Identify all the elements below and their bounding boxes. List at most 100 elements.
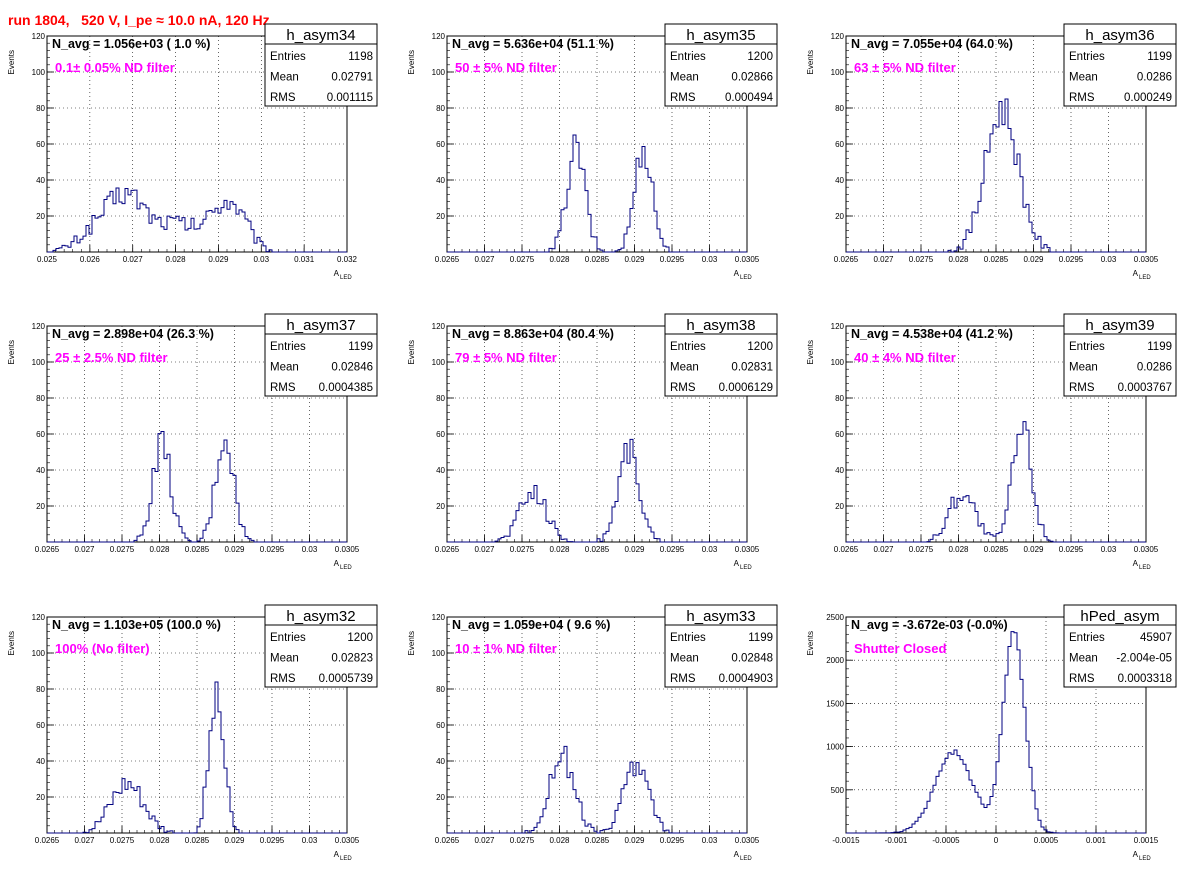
x-tick-label: 0.028 [948, 545, 969, 554]
x-tick-label: 0.0275 [110, 836, 135, 845]
histogram-panel-h_asym36: 20 40 60 80 100 120 0.0265 0.027 0.0275 0.028 0.02… [806, 23, 1177, 281]
stats-label-mean: Mean [270, 362, 299, 374]
histogram-panel-hPed_asym: 500 1000 1500 2000 2500 -0.0015 -0.001 -0.0005 0… [806, 604, 1177, 862]
stats-label-mean: Mean [1069, 362, 1098, 374]
x-tick-label: 0.029 [1023, 545, 1044, 554]
x-tick-label: 0.027 [74, 545, 95, 554]
y-axis-title: Events [806, 340, 815, 364]
x-tick-label: 0.0275 [510, 545, 535, 554]
x-tick-label: 0.027 [474, 545, 495, 554]
stats-box [264, 23, 378, 107]
x-tick-label: 0.0285 [585, 545, 610, 554]
x-tick-label: 0.028 [549, 255, 570, 264]
filter-label: 0.1± 0.05% ND filter [55, 60, 175, 75]
x-tick-label: 0.0295 [1059, 545, 1084, 554]
y-axis-title: Events [7, 631, 16, 655]
filter-label: 10 ± 1% ND filter [455, 641, 557, 656]
histogram-line [447, 134, 747, 253]
stats-label-entries: Entries [670, 632, 706, 644]
stats-label-mean: Mean [670, 362, 699, 374]
stats-value-mean: -2.004e-05 [1116, 653, 1172, 665]
stats-value-rms: 0.0004385 [319, 382, 373, 394]
y-tick-label: 120 [32, 32, 46, 41]
y-tick-label: 80 [36, 394, 45, 403]
y-tick-label: 60 [36, 430, 45, 439]
stats-label-rms: RMS [1069, 673, 1095, 685]
stats-label-entries: Entries [1069, 632, 1105, 644]
y-axis-title: Events [7, 50, 16, 74]
histogram-panel-h_asym33: 20 40 60 80 100 120 0.0265 0.027 0.0275 0.028 0.02… [407, 604, 778, 862]
x-tick-label: 0.031 [294, 255, 315, 264]
histogram-line [846, 631, 1146, 834]
stats-value-entries: 1199 [348, 341, 373, 353]
x-axis-subscript: LED [740, 565, 752, 571]
stats-box [264, 313, 378, 397]
y-tick-label: 40 [835, 176, 844, 185]
y-tick-label: 100 [831, 68, 845, 77]
x-tick-label: 0.0305 [735, 545, 760, 554]
x-tick-label: 0.03 [302, 545, 318, 554]
y-tick-label: 120 [831, 32, 845, 41]
stats-value-entries: 45907 [1140, 632, 1172, 644]
x-tick-label: 0.0275 [909, 255, 934, 264]
x-axis-subscript: LED [340, 565, 352, 571]
y-tick-label: 120 [432, 613, 446, 622]
x-axis-subscript: LED [340, 275, 352, 281]
x-tick-label: 0.0295 [1059, 255, 1084, 264]
y-tick-label: 80 [36, 685, 45, 694]
filter-label: 100% (No filter) [55, 641, 150, 656]
y-tick-label: 100 [432, 358, 446, 367]
x-axis-subscript: LED [740, 856, 752, 862]
histogram-panel-h_asym38: 20 40 60 80 100 120 0.0265 0.027 0.0275 0.028 0.02… [407, 313, 778, 571]
y-tick-label: 40 [835, 466, 844, 475]
x-tick-label: 0.0295 [660, 255, 685, 264]
y-tick-label: 80 [436, 685, 445, 694]
navg-label: N_avg = 1.056e+03 ( 1.0 %) [52, 37, 210, 51]
y-tick-label: 500 [831, 786, 845, 795]
x-tick-label: 0.029 [624, 836, 645, 845]
stats-value-entries: 1199 [1147, 341, 1172, 353]
stats-box [664, 23, 778, 107]
x-tick-label: 0.0285 [585, 255, 610, 264]
x-tick-label: 0.03 [1101, 545, 1117, 554]
y-tick-label: 20 [436, 212, 445, 221]
x-tick-label: 0.0265 [35, 836, 60, 845]
x-tick-label: 0.0295 [660, 545, 685, 554]
y-tick-label: 20 [36, 793, 45, 802]
y-axis-title: Events [7, 340, 16, 364]
navg-label: N_avg = 4.538e+04 (41.2 %) [851, 327, 1013, 341]
y-tick-label: 100 [432, 68, 446, 77]
x-tick-label: 0.027 [873, 545, 894, 554]
stats-label-mean: Mean [670, 653, 699, 665]
stats-title: hPed_asym [1080, 608, 1159, 625]
x-tick-label: 0.025 [37, 255, 58, 264]
x-tick-label: 0.0285 [185, 836, 210, 845]
y-tick-label: 20 [835, 212, 844, 221]
x-tick-label: 0.03 [302, 836, 318, 845]
stats-value-rms: 0.0003318 [1118, 673, 1172, 685]
y-tick-label: 2000 [826, 656, 844, 665]
stats-label-entries: Entries [270, 51, 306, 63]
filter-label: 40 ± 4% ND filter [854, 350, 956, 365]
x-tick-label: 0.027 [474, 255, 495, 264]
stats-value-entries: 1198 [348, 51, 373, 63]
stats-value-mean: 0.02846 [331, 362, 373, 374]
navg-label: N_avg = 8.863e+04 (80.4 %) [452, 327, 614, 341]
x-tick-label: 0.0015 [1134, 836, 1159, 845]
x-tick-label: 0.0295 [260, 836, 285, 845]
y-tick-label: 60 [436, 430, 445, 439]
histogram-line [447, 745, 747, 834]
x-tick-label: -0.001 [885, 836, 908, 845]
y-tick-label: 80 [436, 394, 445, 403]
stats-value-rms: 0.000494 [725, 92, 774, 104]
y-tick-label: 60 [36, 721, 45, 730]
y-tick-label: 40 [436, 466, 445, 475]
x-tick-label: -0.0015 [832, 836, 860, 845]
stats-label-mean: Mean [270, 72, 299, 84]
x-tick-label: 0.0285 [585, 836, 610, 845]
navg-label: N_avg = 2.898e+04 (26.3 %) [52, 327, 214, 341]
stats-value-rms: 0.0004903 [719, 673, 773, 685]
histogram-line [447, 438, 747, 543]
filter-label: 50 ± 5% ND filter [455, 60, 557, 75]
stats-value-entries: 1199 [1147, 51, 1172, 63]
